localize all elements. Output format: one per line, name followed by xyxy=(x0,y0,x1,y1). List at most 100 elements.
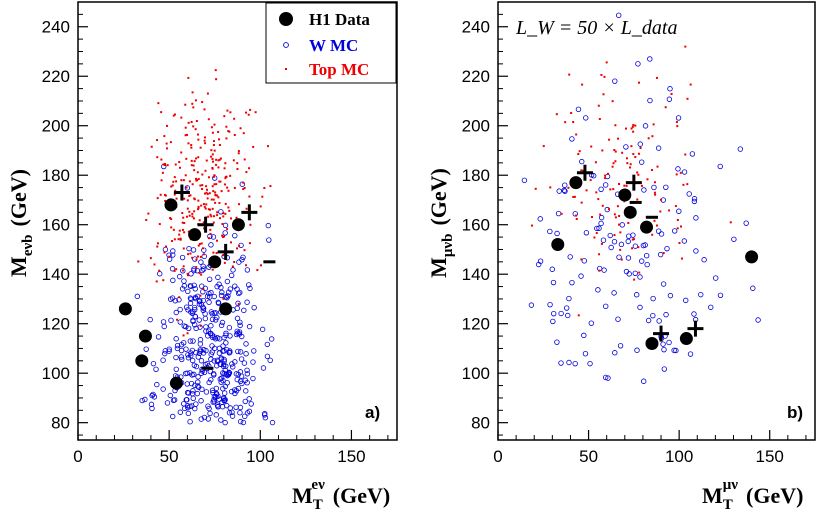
top-mc-point xyxy=(638,271,641,274)
top-mc-point xyxy=(621,151,624,154)
w-mc-point xyxy=(185,352,191,358)
top-mc-point xyxy=(210,149,213,152)
top-mc-point xyxy=(217,196,220,199)
w-mc-point xyxy=(603,303,609,310)
w-mc-point xyxy=(217,376,223,382)
w-mc-point xyxy=(206,299,212,305)
w-mc-point xyxy=(149,405,155,412)
w-mc-point xyxy=(185,410,192,417)
w-mc-point xyxy=(667,86,673,92)
w-mc-point xyxy=(600,237,607,243)
w-mc-point xyxy=(167,392,173,399)
w-mc-point xyxy=(218,355,224,361)
panel-a-y-axis-label: Meνb(GeV) xyxy=(6,169,36,277)
top-mc-point xyxy=(175,268,178,271)
w-mc-point xyxy=(615,316,621,322)
h1-data-positive-charge-marker xyxy=(197,216,214,233)
top-mc-point xyxy=(228,209,231,212)
w-mc-point xyxy=(200,263,206,269)
w-mc-point xyxy=(637,274,643,280)
w-mc-point xyxy=(611,239,618,245)
w-mc-point xyxy=(215,299,221,306)
w-mc-point xyxy=(650,295,656,302)
w-mc-point xyxy=(691,311,697,317)
w-mc-point xyxy=(228,272,235,279)
top-mc-point xyxy=(224,175,227,178)
w-mc-point xyxy=(161,323,167,330)
top-mc-point xyxy=(590,216,593,219)
w-mc-point xyxy=(208,309,215,315)
top-mc-point xyxy=(614,216,617,219)
w-mc-point xyxy=(218,322,225,329)
top-mc-point xyxy=(242,132,245,135)
top-mc-point xyxy=(263,186,266,189)
top-mc-point xyxy=(614,124,617,127)
w-mc-point xyxy=(237,289,243,296)
top-mc-point xyxy=(613,213,616,216)
top-mc-point xyxy=(182,179,185,182)
y-tick-label: 220 xyxy=(462,67,490,86)
legend-top-mc-marker xyxy=(285,68,287,70)
w-mc-point xyxy=(148,401,155,408)
w-mc-point xyxy=(198,398,204,404)
top-mc-point xyxy=(224,183,227,186)
top-mc-point xyxy=(614,150,617,153)
w-mc-point xyxy=(192,313,199,320)
top-mc-point xyxy=(560,212,563,215)
w-mc-point xyxy=(250,359,256,365)
top-mc-point xyxy=(186,207,189,210)
w-mc-point xyxy=(188,350,194,356)
top-mc-point xyxy=(165,142,168,145)
top-mc-point xyxy=(204,169,207,172)
w-mc-point xyxy=(143,346,149,352)
top-mc-point xyxy=(212,198,215,201)
w-mc-point xyxy=(581,258,588,264)
w-mc-point xyxy=(236,331,243,337)
top-mc-point xyxy=(183,222,186,225)
top-mc-point xyxy=(619,248,622,251)
top-mc-point xyxy=(198,243,201,246)
top-mc-point xyxy=(171,240,174,243)
h1-data-point xyxy=(569,176,583,190)
w-mc-point xyxy=(243,388,249,394)
top-mc-point xyxy=(202,203,205,206)
w-mc-point xyxy=(218,292,225,299)
w-mc-point xyxy=(635,61,641,67)
top-mc-point xyxy=(157,102,160,105)
w-mc-point xyxy=(246,396,252,402)
legend-w-mc-label: W MC xyxy=(309,36,358,55)
top-mc-point xyxy=(217,159,220,162)
top-mc-point xyxy=(191,256,194,259)
top-mc-point xyxy=(684,153,687,156)
top-mc-point xyxy=(595,191,598,194)
w-mc-point xyxy=(197,337,204,343)
top-mc-point xyxy=(676,227,679,230)
w-mc-point xyxy=(583,115,589,121)
top-mc-point xyxy=(577,314,580,317)
top-mc-point xyxy=(689,83,692,86)
top-mc-point xyxy=(203,227,206,230)
top-mc-point xyxy=(196,255,199,258)
top-mc-point xyxy=(534,187,537,190)
top-mc-point xyxy=(180,179,183,182)
w-mc-point xyxy=(239,256,245,263)
top-mc-point xyxy=(631,238,634,241)
top-mc-point xyxy=(249,108,252,111)
top-mc-point xyxy=(228,130,231,133)
top-mc-point xyxy=(636,198,639,201)
w-mc-point xyxy=(200,304,206,310)
w-mc-point xyxy=(248,401,254,407)
w-mc-point xyxy=(191,267,197,274)
w-mc-point xyxy=(224,380,230,386)
top-mc-point xyxy=(225,125,228,128)
w-mc-point xyxy=(220,370,226,376)
w-mc-point xyxy=(192,306,198,313)
top-mc-point xyxy=(215,183,218,186)
w-mc-point xyxy=(667,292,674,299)
top-mc-point xyxy=(181,221,184,224)
top-mc-point xyxy=(655,76,658,79)
top-mc-point xyxy=(199,255,202,258)
top-mc-point xyxy=(611,165,614,168)
top-mc-point xyxy=(196,133,199,136)
top-mc-point xyxy=(582,169,585,172)
